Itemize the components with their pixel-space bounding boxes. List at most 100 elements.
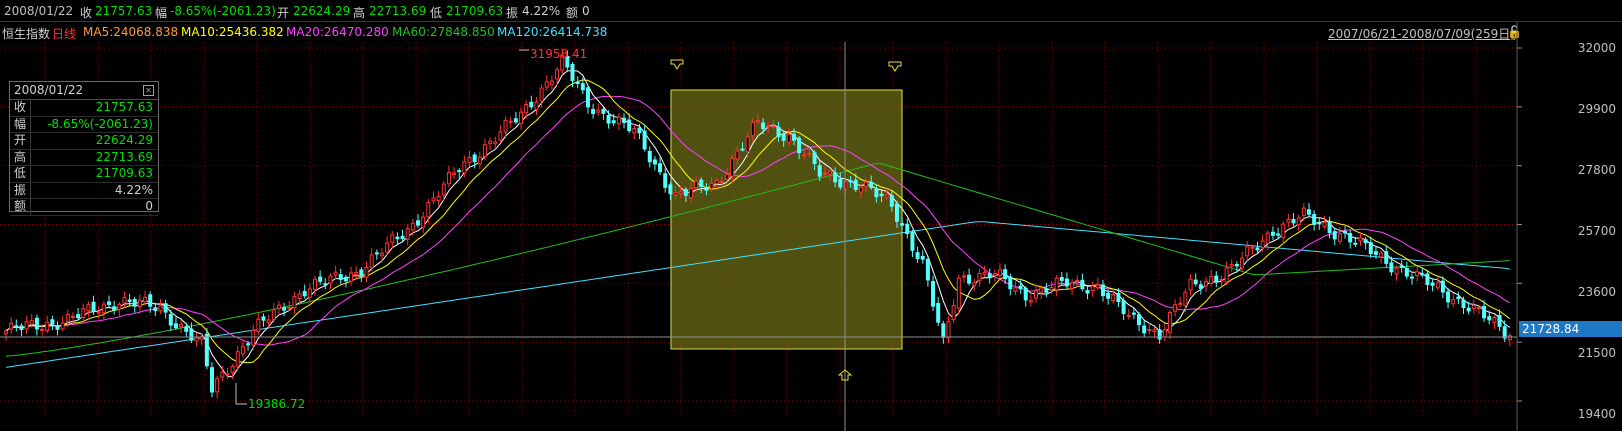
candle-body xyxy=(179,323,184,328)
info-panel-header[interactable]: 2008/01/22 ✕ xyxy=(10,82,158,100)
candle-body xyxy=(45,321,50,331)
info-value: 22713.69 xyxy=(95,149,153,164)
info-key: 振 xyxy=(14,182,27,197)
candle-body xyxy=(292,296,297,309)
candle-body xyxy=(251,329,256,346)
candle-body xyxy=(941,323,946,338)
info-key: 高 xyxy=(14,149,27,164)
candle-body xyxy=(1281,223,1286,239)
candle-body xyxy=(1404,267,1409,277)
candle-body xyxy=(1173,304,1178,312)
candle-body xyxy=(1198,284,1203,289)
candle-body xyxy=(1358,237,1363,242)
candle-body xyxy=(1394,267,1399,275)
candle-body xyxy=(1142,325,1147,334)
header-date: 2008/01/22 xyxy=(4,4,74,18)
candle-body xyxy=(534,101,539,110)
info-row: 开 22624.29 xyxy=(10,133,158,150)
candle-body xyxy=(318,276,323,282)
lock-icon[interactable]: 🔓 xyxy=(1507,25,1522,39)
candle-body xyxy=(1028,300,1033,303)
ma60-line xyxy=(5,162,1510,357)
candle-body xyxy=(34,317,39,330)
candle-body xyxy=(910,231,915,251)
candle-body xyxy=(524,104,529,114)
index-name: 恒生指数 xyxy=(2,27,51,41)
candle-body xyxy=(225,373,230,376)
candle-body xyxy=(946,321,951,338)
candle-body xyxy=(446,171,451,185)
info-value: 21709.63 xyxy=(95,166,153,180)
candle-body xyxy=(1420,273,1425,276)
high-value: 22713.69 xyxy=(369,4,427,18)
info-value: -8.65%(-2061.23) xyxy=(47,116,153,131)
candle-body xyxy=(297,293,302,299)
candle-body xyxy=(354,271,359,276)
candle-body xyxy=(1054,277,1059,291)
candle-body xyxy=(1023,287,1028,301)
candle-body xyxy=(714,180,719,185)
candle-body xyxy=(591,108,596,115)
candle-body xyxy=(55,325,60,330)
info-row: 低 21709.63 xyxy=(10,166,158,183)
candle-body xyxy=(652,159,657,165)
ma5-line xyxy=(5,70,1511,378)
candle-body xyxy=(76,314,81,319)
candle-body xyxy=(972,282,977,286)
candle-body xyxy=(900,223,905,226)
candle-body xyxy=(730,157,735,177)
candle-body xyxy=(683,189,688,196)
candle-body xyxy=(117,303,122,310)
amount-value: 0 xyxy=(582,4,590,18)
candle-body xyxy=(766,125,771,128)
candle-body xyxy=(359,269,364,276)
high-label: 高 xyxy=(353,6,366,20)
candle-body xyxy=(431,197,436,202)
candle-body xyxy=(60,322,65,330)
candle-body xyxy=(122,296,127,304)
candle-body xyxy=(1327,221,1332,233)
candle-body xyxy=(1147,328,1152,331)
candle-body xyxy=(513,118,518,123)
candle-body xyxy=(1162,329,1167,338)
candle-body xyxy=(168,314,173,326)
candle-body xyxy=(1451,299,1456,305)
y-tick-label: 27800 xyxy=(1577,163,1616,177)
info-panel[interactable]: 2008/01/22 ✕ 收 21757.63 幅 -8.65%(-2061.23)… xyxy=(9,81,159,216)
candle-body xyxy=(668,184,673,195)
candle-body xyxy=(750,122,755,137)
candle-body xyxy=(822,172,827,175)
candle-body xyxy=(1255,247,1260,251)
candle-body xyxy=(390,234,395,243)
candle-body xyxy=(555,69,560,80)
candle-body xyxy=(19,325,24,330)
change-label: 幅 xyxy=(155,6,168,20)
candle-body xyxy=(1384,251,1389,264)
candle-body xyxy=(1250,246,1255,249)
candle-body xyxy=(1059,276,1064,281)
date-range[interactable]: 2007/06/21-2008/07/09(259日) xyxy=(1328,27,1515,41)
candle-body xyxy=(1064,278,1069,287)
candle-body xyxy=(1018,285,1023,290)
candle-body xyxy=(1219,278,1224,281)
candle-body xyxy=(1100,284,1105,297)
candle-body xyxy=(992,272,997,276)
candle-body xyxy=(107,301,112,305)
candle-body xyxy=(1240,257,1245,269)
candle-body xyxy=(410,222,415,231)
candle-body xyxy=(1178,302,1183,305)
close-icon[interactable]: ✕ xyxy=(143,85,154,96)
candle-body xyxy=(1353,242,1358,245)
candle-body xyxy=(1440,280,1445,293)
candle-body xyxy=(457,170,462,173)
period-label[interactable]: 日线 xyxy=(52,27,77,41)
amp-value: 4.22% xyxy=(522,4,561,18)
candle-body xyxy=(467,156,472,164)
candle-body xyxy=(1085,289,1090,294)
ma-legend-bar: 恒生指数 日线 MA5:24068.838 MA10:25436.382 MA2… xyxy=(0,24,1622,42)
selection-box xyxy=(670,89,903,350)
candle-body xyxy=(951,305,956,321)
candle-body xyxy=(1070,282,1075,289)
candle-body xyxy=(148,294,153,307)
